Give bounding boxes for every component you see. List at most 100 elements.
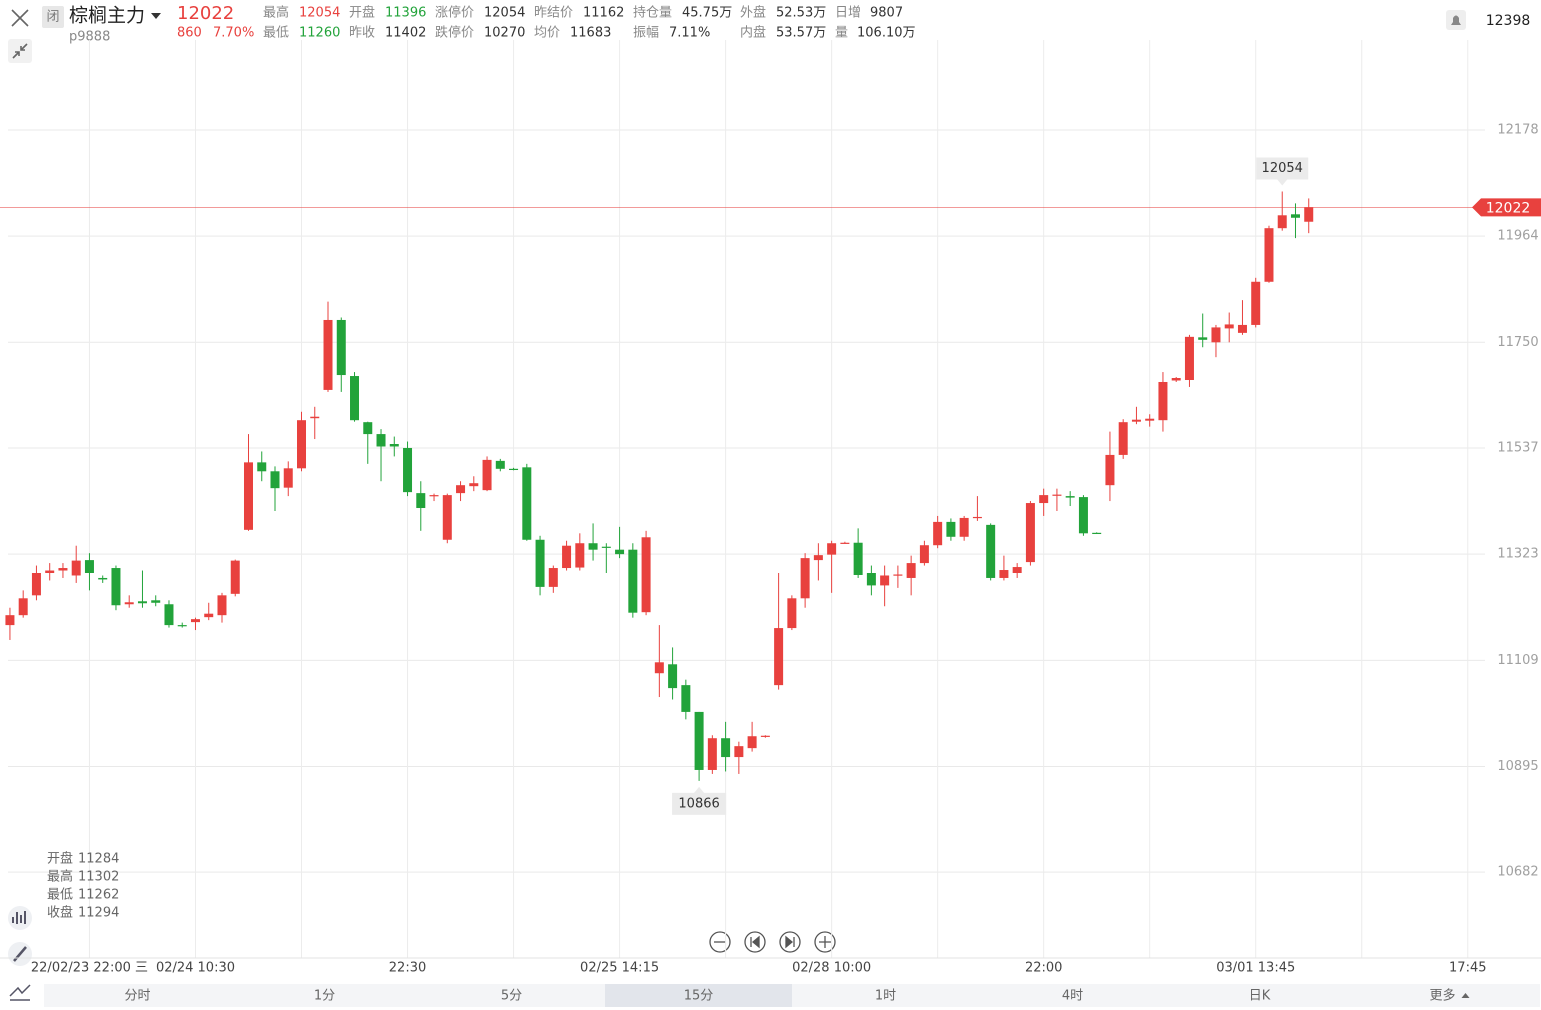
candle-body [1224,324,1234,329]
candle-body [1118,422,1128,455]
candle-body [1290,214,1300,218]
candle-body [336,319,346,376]
candle-body [495,460,505,469]
price-change-pct: 7.70% [213,26,254,41]
stat-label: 内盘 [740,25,766,41]
candle-body [270,471,280,489]
stat-value: 11162 [583,6,624,21]
candle-body [800,558,810,599]
candle-body [1198,337,1208,340]
grid [8,40,1485,958]
candle-body [972,516,982,519]
candle-body [124,602,134,605]
candle-body [416,493,426,509]
instrument-code: p9888 [69,30,110,45]
candle-body [986,524,996,578]
candle-body [58,568,68,571]
candle-body [522,467,532,540]
candle-body [1304,207,1314,222]
candle-body [787,598,797,629]
tab-label[interactable]: 5分 [501,989,522,1004]
candle-body [297,420,307,469]
stat-value: 12054 [299,6,340,21]
candle-body [548,568,558,587]
low-annotation: 10866 [678,796,719,811]
high-annotation-box [1256,157,1309,186]
stat-label: 均价 [534,26,560,41]
stat-value: 45.75万 [682,6,732,21]
x-tick-label: 22:30 [389,961,426,976]
candle-body [469,483,479,487]
candle-body [562,545,572,569]
candle-body [45,570,55,574]
candle-body [601,546,611,548]
status-badge [42,6,64,28]
candle-body [734,746,744,758]
candle-body [1264,228,1274,282]
tab-label[interactable]: 日K [1249,989,1271,1004]
stat-label: 最低 [263,26,289,41]
candle-body [310,416,320,419]
stat-value: 11683 [570,26,611,41]
stat-label: 最高 [263,5,289,21]
ohlc-value: 11294 [78,906,119,921]
candle-body [1065,496,1075,498]
candle-body [18,598,28,616]
candle-body [1251,281,1261,325]
zoom-controls [709,931,836,953]
collapse-button[interactable] [8,39,32,63]
stat-label: 昨结价 [534,6,573,21]
candle-body [1025,503,1035,563]
more-arrow [1461,993,1470,998]
x-tick-label: 17:45 [1449,961,1486,976]
candle-body [151,600,161,603]
candle-body [628,549,638,613]
x-tick-label: 22:00 [1025,961,1062,976]
candle-body [933,521,943,546]
candle-body [747,736,757,749]
close-button[interactable] [11,9,29,27]
candle-body [721,738,731,758]
tab-label[interactable]: 15分 [684,989,714,1004]
tab-label[interactable]: 1分 [314,989,335,1004]
last-button[interactable] [779,931,801,953]
ohlc-label: 开盘 [47,851,73,867]
candle-body [376,434,386,447]
collapse-icon [12,43,28,59]
candle-body [323,319,333,390]
candle-body [1211,327,1221,343]
stat-value: 10270 [484,26,525,41]
instrument-name[interactable]: 棕榈主力 [69,5,145,27]
x-tick-label: 02/28 10:00 [792,961,871,976]
candle-body [813,555,823,561]
tab-label[interactable]: 更多 [1429,988,1455,1004]
dropdown-arrow[interactable] [151,13,161,19]
candle-body [98,577,108,580]
stat-label: 量 [835,26,848,41]
draw-button[interactable] [8,942,32,966]
tab-label[interactable]: 分时 [124,989,150,1004]
candle-body [681,685,691,712]
indicator-button[interactable] [8,906,32,930]
zoom-in-button[interactable] [814,931,836,953]
tab-label[interactable]: 1时 [875,989,896,1004]
candle-body [641,537,651,613]
current-price-label: 12022 [1486,200,1531,216]
candle-body [389,444,399,447]
zoom-out-button[interactable] [709,931,731,953]
candle-body [1171,378,1181,381]
stat-value: 52.53万 [776,6,826,21]
candle-body [164,604,174,626]
candle-body [509,468,519,471]
candle-body [283,468,293,488]
candle-body [230,560,240,594]
candle-body [840,542,850,544]
first-button[interactable] [744,931,766,953]
y-tick-label: 11537 [1497,440,1538,455]
stat-value: 11396 [385,6,426,21]
chart-style-button[interactable] [9,984,31,1001]
tab-label[interactable]: 4时 [1062,989,1083,1004]
ohlc-value: 11262 [78,888,119,903]
candle-body [654,662,664,674]
candle-body [827,543,837,555]
